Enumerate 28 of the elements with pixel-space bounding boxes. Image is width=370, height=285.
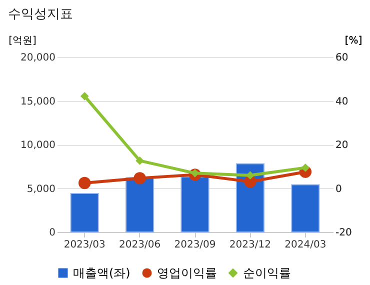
x-tick-label: 2023/03 [64,240,106,250]
point [134,172,146,184]
y-tick-label: 15,000 [20,96,56,108]
x-tick-label: 2023/12 [229,240,271,250]
y2-tick-label: 20 [336,140,348,151]
y2-tick-label: 0 [336,184,342,195]
y2-axis-title: [%] [344,36,362,46]
x-tick-label: 2024/03 [284,240,326,250]
legend-label: 순이익률 [243,266,291,280]
x-tick-label: 2023/06 [119,240,161,250]
bar [70,193,99,232]
y-tick-label: 10,000 [20,140,56,151]
point [244,176,256,188]
y2-tick-label: -20 [336,228,352,238]
y-axis-title: [억원] [8,36,36,46]
x-tick-label: 2023/09 [174,240,216,250]
y-tick-label: 20,000 [20,52,56,64]
legend-label: 매출액(좌) [73,266,130,280]
bar [291,184,320,232]
bar [126,177,154,232]
y-tick-label: 5,000 [26,184,56,195]
chart-title: 수익성지표 [8,7,74,22]
y2-tick-label: 60 [336,52,348,64]
bar [180,176,210,232]
point [78,176,91,190]
legend-label: 영업이익률 [157,266,217,280]
y2-tick-label: 40 [336,96,348,108]
y-tick-label: 0 [49,228,56,238]
